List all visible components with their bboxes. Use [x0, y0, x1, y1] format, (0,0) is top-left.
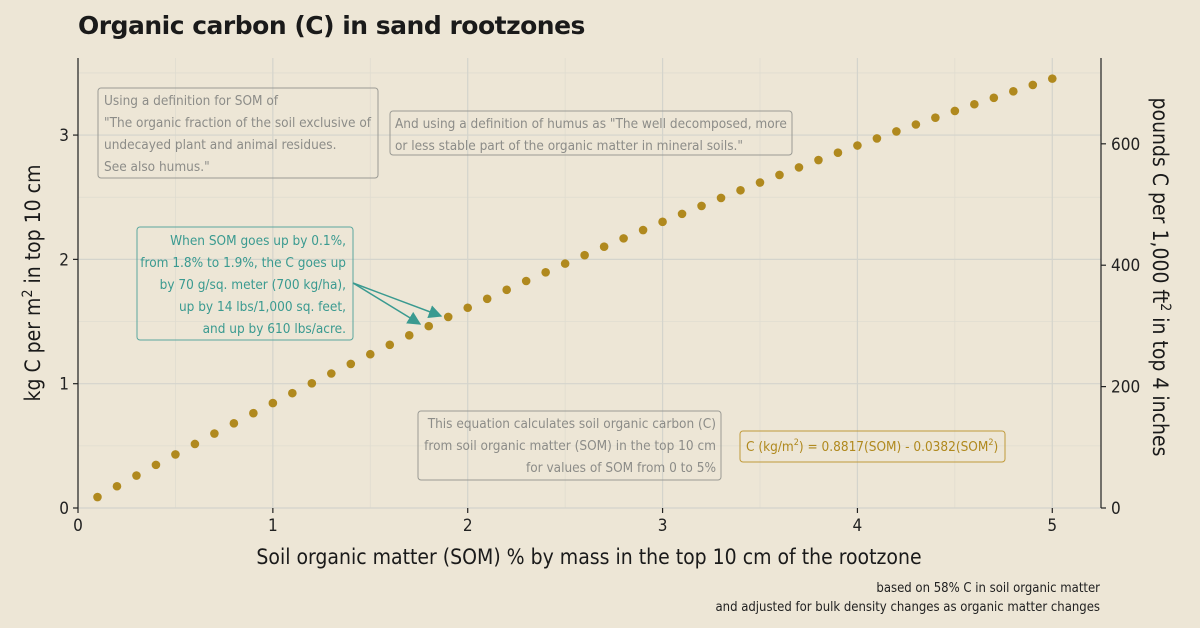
- x-tick-label: 0: [73, 516, 83, 536]
- data-point: [833, 148, 843, 158]
- data-point: [989, 93, 999, 103]
- humus-def-line: or less stable part of the organic matte…: [395, 138, 743, 154]
- data-point: [853, 141, 862, 150]
- data-point: [482, 294, 492, 304]
- y2-tick-label: 400: [1111, 256, 1140, 276]
- y-axis-title: kg C per m2 in top 10 cm: [20, 165, 45, 402]
- data-point: [794, 163, 804, 172]
- increase-line: up by 14 lbs/1,000 sq. feet,: [179, 299, 346, 315]
- data-point: [697, 201, 706, 211]
- grid: [77, 58, 1101, 509]
- data-point: [424, 321, 434, 331]
- x-tick-label: 2: [463, 516, 473, 536]
- data-point: [404, 331, 414, 340]
- increase-line: and up by 610 lbs/acre.: [203, 321, 346, 337]
- y-tick-label: 2: [59, 250, 69, 270]
- data-point: [911, 120, 921, 129]
- x-tick-label: 3: [658, 516, 668, 536]
- data-point: [755, 178, 765, 187]
- data-point: [1009, 87, 1018, 96]
- data-point: [872, 134, 882, 143]
- data-point: [541, 268, 550, 277]
- data-point: [950, 106, 960, 116]
- data-point: [151, 460, 161, 470]
- x-tick-label: 4: [853, 516, 863, 536]
- data-point: [229, 419, 239, 428]
- annotation-increase: When SOM goes up by 0.1%, from 1.8% to 1…: [136, 226, 443, 341]
- data-point: [365, 349, 375, 359]
- data-point: [892, 127, 901, 136]
- data-point: [249, 408, 258, 418]
- y2-tick-label: 200: [1111, 378, 1140, 398]
- data-point: [463, 303, 473, 313]
- equation-text: C (kg/m2) = 0.8817(SOM) - 0.0382(SOM2): [746, 438, 998, 455]
- data-point: [307, 379, 317, 388]
- y2-tick-label: 0: [1111, 499, 1121, 519]
- y2-tick-label: 600: [1111, 135, 1140, 155]
- y-tick-label: 0: [59, 499, 69, 519]
- equation-note-line: This equation calculates soil organic ca…: [427, 416, 716, 432]
- data-point: [1047, 74, 1057, 83]
- y-tick-label: 1: [59, 375, 69, 395]
- data-point: [931, 113, 940, 122]
- data-point: [502, 285, 511, 295]
- x-axis-title: Soil organic matter (SOM) % by mass in t…: [256, 545, 921, 569]
- data-point: [327, 369, 336, 378]
- data-point: [288, 388, 297, 398]
- data-point: [210, 429, 219, 438]
- som-def-line: See also humus.": [104, 159, 210, 175]
- humus-def-line: And using a definition of humus as "The …: [395, 116, 787, 132]
- data-point: [346, 359, 356, 369]
- data-point: [716, 193, 726, 203]
- data-point: [112, 481, 122, 491]
- equation-note-line: for values of SOM from 0 to 5%: [526, 460, 716, 476]
- data-point: [580, 250, 589, 260]
- data-points: [93, 74, 1057, 502]
- data-point: [171, 450, 180, 459]
- increase-line: by 70 g/sq. meter (700 kg/ha),: [160, 277, 346, 293]
- axis-ticks: 0 1 2 3 4 5 0 1 2 3 0 200 400 600: [59, 126, 1140, 536]
- data-point: [814, 155, 823, 165]
- data-point: [677, 209, 687, 219]
- data-point: [658, 217, 667, 227]
- data-point: [560, 259, 570, 268]
- equation-note-line: from soil organic matter (SOM) in the to…: [424, 438, 716, 454]
- caption-line-2: and adjusted for bulk density changes as…: [715, 600, 1100, 615]
- arrow-to-1-9: [352, 282, 443, 319]
- som-def-line: "The organic fraction of the soil exclus…: [104, 115, 372, 131]
- data-point: [385, 340, 395, 350]
- data-point: [190, 439, 200, 449]
- data-point: [970, 99, 979, 109]
- data-point: [1028, 80, 1038, 90]
- annotation-humus-definition: And using a definition of humus as "The …: [389, 110, 793, 156]
- chart-title: Organic carbon (C) in sand rootzones: [78, 11, 585, 40]
- data-point: [638, 225, 648, 235]
- data-point: [619, 234, 628, 243]
- annotation-som-definition: Using a definition for SOM of "The organ…: [97, 87, 379, 179]
- som-def-line: undecayed plant and animal residues.: [104, 137, 336, 153]
- x-tick-label: 5: [1047, 516, 1057, 536]
- arrow-to-1-8: [352, 282, 422, 325]
- data-point: [268, 398, 278, 408]
- y2-axis-title: pounds C per 1,000 ft2 in top 4 inches: [1148, 98, 1173, 457]
- increase-line: from 1.8% to 1.9%, the C goes up: [140, 255, 346, 271]
- caption-line-1: based on 58% C in soil organic matter: [876, 581, 1100, 596]
- data-point: [132, 471, 141, 480]
- data-point: [599, 242, 609, 252]
- x-tick-label: 1: [268, 516, 278, 536]
- data-point: [775, 170, 784, 180]
- data-point: [443, 312, 453, 322]
- annotation-equation: C (kg/m2) = 0.8817(SOM) - 0.0382(SOM2): [739, 430, 1006, 463]
- data-point: [736, 185, 745, 195]
- increase-line: When SOM goes up by 0.1%,: [170, 233, 346, 249]
- y-tick-label: 3: [59, 126, 69, 146]
- data-point: [93, 492, 102, 502]
- annotation-equation-note: This equation calculates soil organic ca…: [417, 410, 722, 481]
- som-def-line: Using a definition for SOM of: [104, 93, 279, 109]
- data-point: [521, 276, 531, 286]
